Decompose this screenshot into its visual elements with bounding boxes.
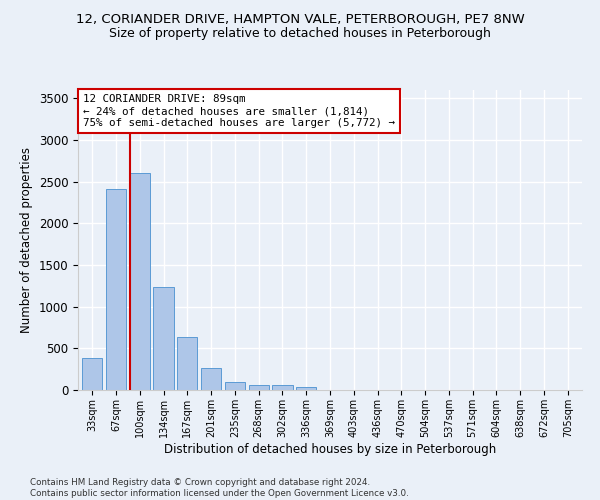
Bar — [130, 174, 150, 390]
Text: Size of property relative to detached houses in Peterborough: Size of property relative to detached ho… — [109, 28, 491, 40]
Text: Contains HM Land Registry data © Crown copyright and database right 2024.
Contai: Contains HM Land Registry data © Crown c… — [30, 478, 409, 498]
Bar — [154, 286, 173, 390]
X-axis label: Distribution of detached houses by size in Peterborough: Distribution of detached houses by size … — [164, 442, 496, 456]
Bar — [272, 386, 293, 390]
Bar — [82, 358, 103, 390]
Text: 12 CORIANDER DRIVE: 89sqm
← 24% of detached houses are smaller (1,814)
75% of se: 12 CORIANDER DRIVE: 89sqm ← 24% of detac… — [83, 94, 395, 128]
Bar — [248, 385, 269, 390]
Y-axis label: Number of detached properties: Number of detached properties — [20, 147, 33, 333]
Bar — [225, 382, 245, 390]
Bar — [201, 368, 221, 390]
Bar — [177, 336, 197, 390]
Bar — [106, 189, 126, 390]
Bar — [296, 386, 316, 390]
Text: 12, CORIANDER DRIVE, HAMPTON VALE, PETERBOROUGH, PE7 8NW: 12, CORIANDER DRIVE, HAMPTON VALE, PETER… — [76, 12, 524, 26]
